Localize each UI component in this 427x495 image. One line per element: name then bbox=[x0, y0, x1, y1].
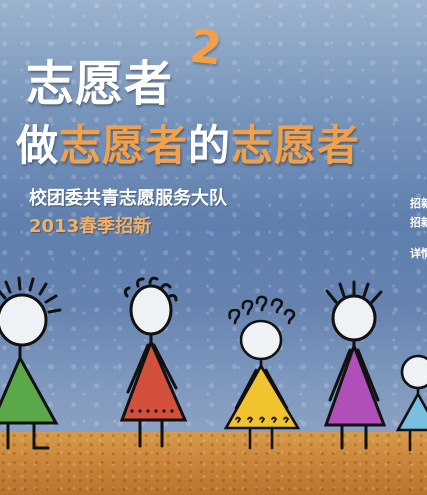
title-line2-word2: 志愿者 bbox=[231, 121, 361, 170]
title-main: 志愿者 bbox=[26, 56, 174, 112]
dress-marks bbox=[235, 416, 290, 423]
head bbox=[0, 293, 48, 347]
title-line2: 做志愿者的志愿者 bbox=[16, 112, 360, 173]
head bbox=[331, 294, 377, 342]
spiky-hair bbox=[325, 280, 383, 304]
ground-texture bbox=[0, 432, 427, 495]
head bbox=[400, 354, 427, 390]
subtitle: 校团委共青志愿服务大队 bbox=[29, 188, 227, 209]
figure-blue bbox=[395, 354, 427, 452]
side-text-1: 招新 bbox=[410, 197, 427, 210]
body bbox=[395, 391, 427, 432]
body bbox=[119, 337, 188, 422]
side-text-3: 详情 bbox=[410, 247, 427, 260]
figure-yellow bbox=[223, 295, 301, 450]
figure-purple bbox=[323, 280, 387, 450]
figure-red bbox=[119, 276, 188, 448]
recruitment-label: 2013春季招新 bbox=[29, 216, 152, 237]
ground bbox=[0, 432, 427, 495]
body bbox=[223, 363, 301, 430]
body bbox=[0, 354, 59, 425]
curly-hair bbox=[123, 276, 178, 302]
body bbox=[323, 341, 387, 427]
title-line2-mid: 的 bbox=[188, 121, 232, 170]
side-text-2: 招新 bbox=[410, 216, 427, 229]
figure-green bbox=[0, 276, 62, 450]
title-line2-prefix: 做 bbox=[16, 121, 60, 170]
head bbox=[129, 284, 173, 336]
hair-rays bbox=[0, 276, 62, 314]
question-hair bbox=[228, 295, 296, 325]
title-line2-word1: 志愿者 bbox=[59, 121, 189, 170]
dress-dots bbox=[130, 409, 174, 413]
head bbox=[239, 319, 283, 361]
